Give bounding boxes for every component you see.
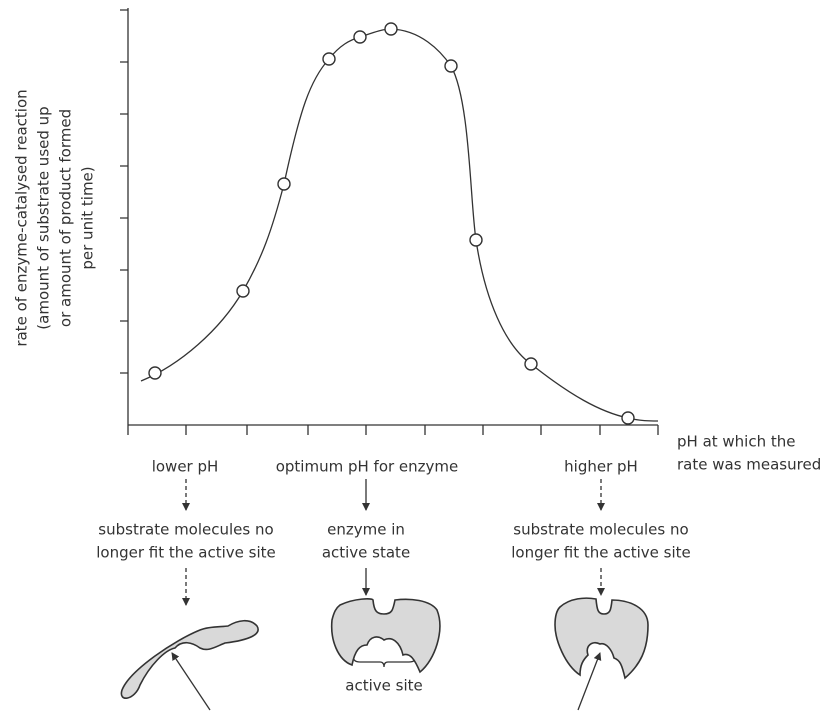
effect: substrate molecules no — [98, 521, 273, 539]
effect: longer fit the active site — [511, 544, 690, 562]
effect: enzyme in — [327, 521, 405, 539]
y-label-line: or amount of product formed — [57, 109, 75, 327]
condition: optimum pH for enzyme — [276, 458, 459, 476]
y-label-line: rate of enzyme-catalysed reaction — [13, 89, 31, 346]
annotation: active site — [345, 677, 422, 695]
condition: lower pH — [152, 458, 219, 476]
effect: longer fit the active site — [96, 544, 275, 562]
y-label-line: per unit time) — [79, 166, 97, 269]
effect: substrate molecules no — [513, 521, 688, 539]
enzyme-shapes — [120, 597, 649, 699]
x-label-line: rate was measured — [677, 456, 821, 474]
axes — [120, 8, 659, 435]
y-label-line: (amount of substrate used up — [35, 106, 53, 329]
y-axis-label: rate of enzyme-catalysed reaction (amoun… — [13, 89, 97, 346]
condition: higher pH — [564, 458, 638, 476]
curve — [140, 22, 659, 425]
effect: active state — [322, 544, 410, 562]
x-label-line: pH at which the — [677, 433, 796, 451]
arrows — [171, 479, 605, 711]
